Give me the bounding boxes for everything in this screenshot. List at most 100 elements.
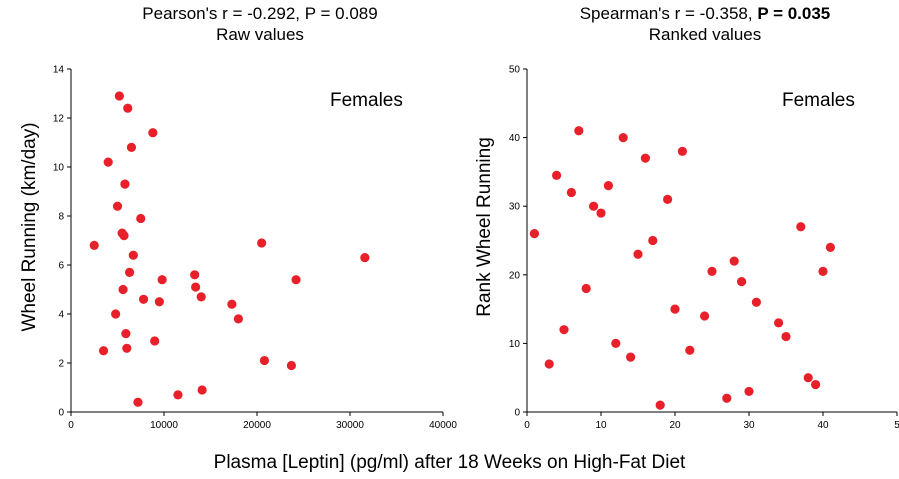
chart-right-data-point <box>685 345 695 355</box>
chart-left-title-line1: Pearson's r = -0.292, P = 0.089 <box>142 4 378 23</box>
chart-left-y-tick-label: 2 <box>58 359 64 370</box>
chart-left-data-point <box>111 309 121 319</box>
chart-right-data-point <box>707 266 717 276</box>
chart-right-data-point <box>751 297 762 307</box>
chart-left-data-point <box>119 231 129 241</box>
chart-left-data-point <box>124 267 135 277</box>
chart-right-data-point <box>589 201 599 211</box>
chart-left-data-point <box>154 297 164 307</box>
chart-left-data-point <box>136 213 146 224</box>
chart-left-data-point <box>126 142 137 152</box>
chart-right-x-tick-label: 40 <box>817 420 829 431</box>
chart-left-data-point <box>196 292 206 302</box>
chart-right-data-point <box>544 359 554 369</box>
chart-right-data-point <box>640 153 651 163</box>
chart-left-y-tick-label: 8 <box>58 212 64 223</box>
chart-right-data-point <box>663 194 673 204</box>
chart-left-data-point <box>114 91 124 101</box>
chart-left-data-point <box>103 157 113 167</box>
chart-right-data-point <box>655 400 665 410</box>
chart-left-data-point <box>120 179 130 189</box>
chart-left-y-tick-label: 14 <box>53 65 65 76</box>
chart-left-data-point <box>121 329 131 339</box>
chart-right-data-point <box>811 379 821 390</box>
chart-right-data-point <box>648 235 658 246</box>
chart-left-data-point <box>191 282 201 292</box>
chart-right-data-point <box>677 146 688 156</box>
chart-right-data-point <box>611 338 621 348</box>
chart-right-y-tick-label: 40 <box>509 133 521 144</box>
chart-left-data-point <box>257 238 267 248</box>
chart-right-data-point <box>729 256 739 266</box>
chart-right-data-point <box>803 373 813 383</box>
chart-left-data-point <box>128 250 138 260</box>
chart-right-title: Spearman's r = -0.358, P = 0.035 Ranked … <box>505 3 899 45</box>
chart-right-data-point <box>670 304 680 314</box>
chart-left-data-point <box>138 294 149 304</box>
chart-left-data-point <box>148 128 158 138</box>
chart-right-data-point <box>700 311 710 321</box>
chart-left-x-tick-label: 10000 <box>150 420 178 431</box>
chart-right-data-point <box>633 249 643 259</box>
chart-right-x-tick-label: 0 <box>524 420 530 431</box>
chart-right-x-tick-label: 30 <box>743 420 755 431</box>
chart-right-data-point <box>559 325 569 335</box>
chart-right-data-point <box>581 283 591 294</box>
chart-right-data-point <box>574 126 584 136</box>
chart-left-y-tick-label: 12 <box>53 114 65 125</box>
chart-right-data-point <box>744 386 754 397</box>
chart-left-data-point <box>112 201 123 211</box>
shared-x-axis-label: Plasma [Leptin] (pg/ml) after 18 Weeks o… <box>213 452 686 473</box>
chart-right-data-point <box>596 208 606 218</box>
chart-right-data-point <box>825 242 836 252</box>
chart-left-data-point <box>360 253 370 263</box>
chart-left-data-point <box>150 336 160 346</box>
chart-left-data-point <box>227 299 237 309</box>
chart-right-data-point <box>774 318 784 328</box>
chart-right-data-point <box>796 222 806 232</box>
chart-left-data-point <box>259 355 270 366</box>
chart-right-data-point <box>529 229 540 239</box>
chart-left-x-tick-label: 40000 <box>429 420 457 431</box>
chart-left-y-tick-label: 6 <box>58 261 64 272</box>
chart-left-y-tick-label: 4 <box>58 310 64 321</box>
chart-left-annotation: Females <box>330 90 403 111</box>
chart-right-y-tick-label: 30 <box>509 202 521 213</box>
chart-left-x-tick-label: 30000 <box>336 420 364 431</box>
chart-right-data-point <box>618 133 628 143</box>
chart-left-data-point <box>123 103 133 113</box>
chart-right-y-tick-label: 0 <box>514 408 520 419</box>
chart-left-data-point <box>291 275 301 285</box>
chart-right-x-tick-label: 20 <box>669 420 681 431</box>
chart-left-data-point <box>233 314 243 324</box>
chart-left-data-point <box>197 385 207 395</box>
chart-right-y-tick-label: 50 <box>509 65 521 76</box>
chart-right-y-tick-label: 20 <box>509 270 521 281</box>
chart-left-data-point <box>190 270 200 280</box>
chart-right-data-point <box>722 393 732 403</box>
chart-right-x-tick-label: 10 <box>595 420 607 431</box>
chart-right-data-point <box>566 187 577 198</box>
chart-left-data-point <box>89 240 99 250</box>
chart-right-subtitle: Ranked values <box>648 25 762 44</box>
chart-right-data-point <box>626 352 636 362</box>
chart-right-y-tick-label: 10 <box>509 339 521 350</box>
chart-left-data-point <box>133 397 143 407</box>
chart-left-data-point <box>118 284 128 295</box>
chart-left-data-point <box>157 275 167 285</box>
chart-left-data-point <box>286 360 297 371</box>
chart-left-title: Pearson's r = -0.292, P = 0.089 Raw valu… <box>60 3 460 45</box>
chart-right-data-point <box>603 181 614 191</box>
chart-left-data-point <box>122 343 132 353</box>
chart-left-data-point <box>173 390 183 400</box>
chart-right-title-bold: P = 0.035 <box>757 4 831 23</box>
chart-right-data-point <box>552 170 562 180</box>
chart-right-title-line1: Spearman's r = -0.358, <box>579 4 758 23</box>
chart-right-data-point <box>818 266 828 276</box>
chart-left-data-point <box>98 346 109 356</box>
chart-left-x-tick-label: 0 <box>68 420 74 431</box>
chart-right-annotation: Females <box>782 90 855 111</box>
chart-right-data-point <box>737 277 747 287</box>
chart-left-subtitle: Raw values <box>216 25 304 44</box>
